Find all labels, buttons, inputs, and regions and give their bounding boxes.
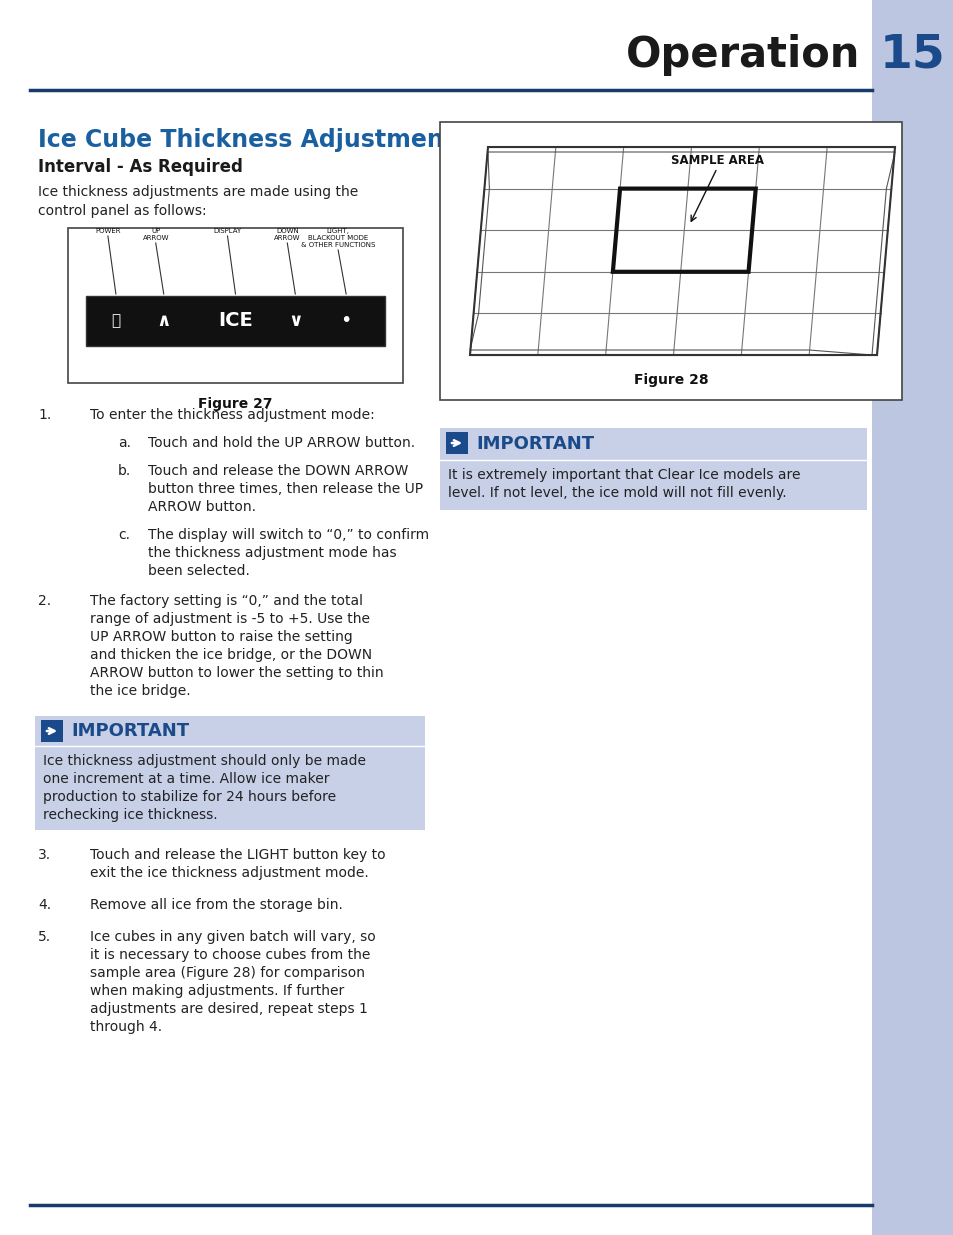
Bar (86, 296, 385, 346)
Text: a.: a. (118, 436, 131, 450)
Text: when making adjustments. If further: when making adjustments. If further (90, 984, 344, 998)
Text: UP ARROW button to raise the setting: UP ARROW button to raise the setting (90, 630, 353, 643)
Text: SAMPLE AREA: SAMPLE AREA (670, 153, 763, 167)
Text: Operation: Operation (625, 35, 859, 77)
Text: POWER: POWER (95, 228, 120, 233)
Text: c.: c. (118, 529, 130, 542)
Text: and thicken the ice bridge, or the DOWN: and thicken the ice bridge, or the DOWN (90, 648, 372, 662)
Text: ⏻: ⏻ (112, 314, 120, 329)
Text: Touch and release the LIGHT button key to: Touch and release the LIGHT button key t… (90, 848, 385, 862)
Text: it is necessary to choose cubes from the: it is necessary to choose cubes from the (90, 948, 370, 962)
Text: It is extremely important that Clear Ice models are: It is extremely important that Clear Ice… (448, 468, 800, 482)
Text: Interval - As Required: Interval - As Required (38, 158, 243, 177)
Text: 2.: 2. (38, 594, 51, 608)
Bar (446, 432, 468, 454)
Text: ICE: ICE (218, 311, 253, 331)
Text: DOWN
ARROW: DOWN ARROW (274, 228, 300, 241)
Text: Ice thickness adjustments are made using the: Ice thickness adjustments are made using… (38, 185, 358, 199)
Text: the ice bridge.: the ice bridge. (90, 684, 191, 698)
Text: range of adjustment is -5 to +5. Use the: range of adjustment is -5 to +5. Use the (90, 613, 370, 626)
Text: production to stabilize for 24 hours before: production to stabilize for 24 hours bef… (43, 790, 335, 804)
Text: ARROW button to lower the setting to thin: ARROW button to lower the setting to thi… (90, 666, 383, 680)
Text: 3.: 3. (38, 848, 51, 862)
Text: The factory setting is “0,” and the total: The factory setting is “0,” and the tota… (90, 594, 363, 608)
Text: To enter the thickness adjustment mode:: To enter the thickness adjustment mode: (90, 408, 375, 422)
Text: the thickness adjustment mode has: the thickness adjustment mode has (148, 546, 396, 559)
Text: UP
ARROW: UP ARROW (142, 228, 169, 241)
Text: control panel as follows:: control panel as follows: (38, 204, 207, 219)
Text: Figure 28: Figure 28 (633, 373, 707, 387)
Text: ∨: ∨ (288, 312, 302, 330)
Text: IMPORTANT: IMPORTANT (476, 435, 594, 453)
Bar (41, 720, 63, 742)
Text: adjustments are desired, repeat steps 1: adjustments are desired, repeat steps 1 (90, 1002, 368, 1016)
Text: sample area (Figure 28) for comparison: sample area (Figure 28) for comparison (90, 966, 365, 981)
Bar (439, 122, 901, 400)
Text: Ice thickness adjustment should only be made: Ice thickness adjustment should only be … (43, 755, 366, 768)
Text: The display will switch to “0,” to confirm: The display will switch to “0,” to confi… (148, 529, 429, 542)
Text: Remove all ice from the storage bin.: Remove all ice from the storage bin. (90, 898, 342, 911)
Text: 15: 15 (880, 32, 944, 78)
Text: ∧: ∧ (156, 312, 171, 330)
Text: rechecking ice thickness.: rechecking ice thickness. (43, 808, 217, 823)
Text: exit the ice thickness adjustment mode.: exit the ice thickness adjustment mode. (90, 866, 369, 881)
Bar (871, 0, 953, 1235)
Bar (35, 716, 424, 830)
Text: been selected.: been selected. (148, 564, 250, 578)
Text: Ice cubes in any given batch will vary, so: Ice cubes in any given batch will vary, … (90, 930, 375, 944)
Text: IMPORTANT: IMPORTANT (71, 722, 189, 740)
Text: LIGHT,
BLACKOUT MODE
& OTHER FUNCTIONS: LIGHT, BLACKOUT MODE & OTHER FUNCTIONS (300, 228, 375, 248)
Text: ARROW button.: ARROW button. (148, 500, 255, 514)
Text: Touch and hold the UP ARROW button.: Touch and hold the UP ARROW button. (148, 436, 415, 450)
Bar (439, 429, 866, 510)
Text: Ice Cube Thickness Adjustment: Ice Cube Thickness Adjustment (38, 128, 455, 152)
Text: through 4.: through 4. (90, 1020, 162, 1034)
Text: •: • (340, 311, 352, 331)
Text: 5.: 5. (38, 930, 51, 944)
Text: level. If not level, the ice mold will not fill evenly.: level. If not level, the ice mold will n… (448, 487, 786, 500)
Text: button three times, then release the UP: button three times, then release the UP (148, 482, 423, 496)
Text: b.: b. (118, 464, 132, 478)
Text: DISPLAY: DISPLAY (213, 228, 241, 233)
Bar (68, 228, 402, 383)
Text: one increment at a time. Allow ice maker: one increment at a time. Allow ice maker (43, 772, 329, 785)
Text: Touch and release the DOWN ARROW: Touch and release the DOWN ARROW (148, 464, 408, 478)
Text: 1.: 1. (38, 408, 51, 422)
Text: Figure 27: Figure 27 (198, 396, 273, 411)
Text: 4.: 4. (38, 898, 51, 911)
